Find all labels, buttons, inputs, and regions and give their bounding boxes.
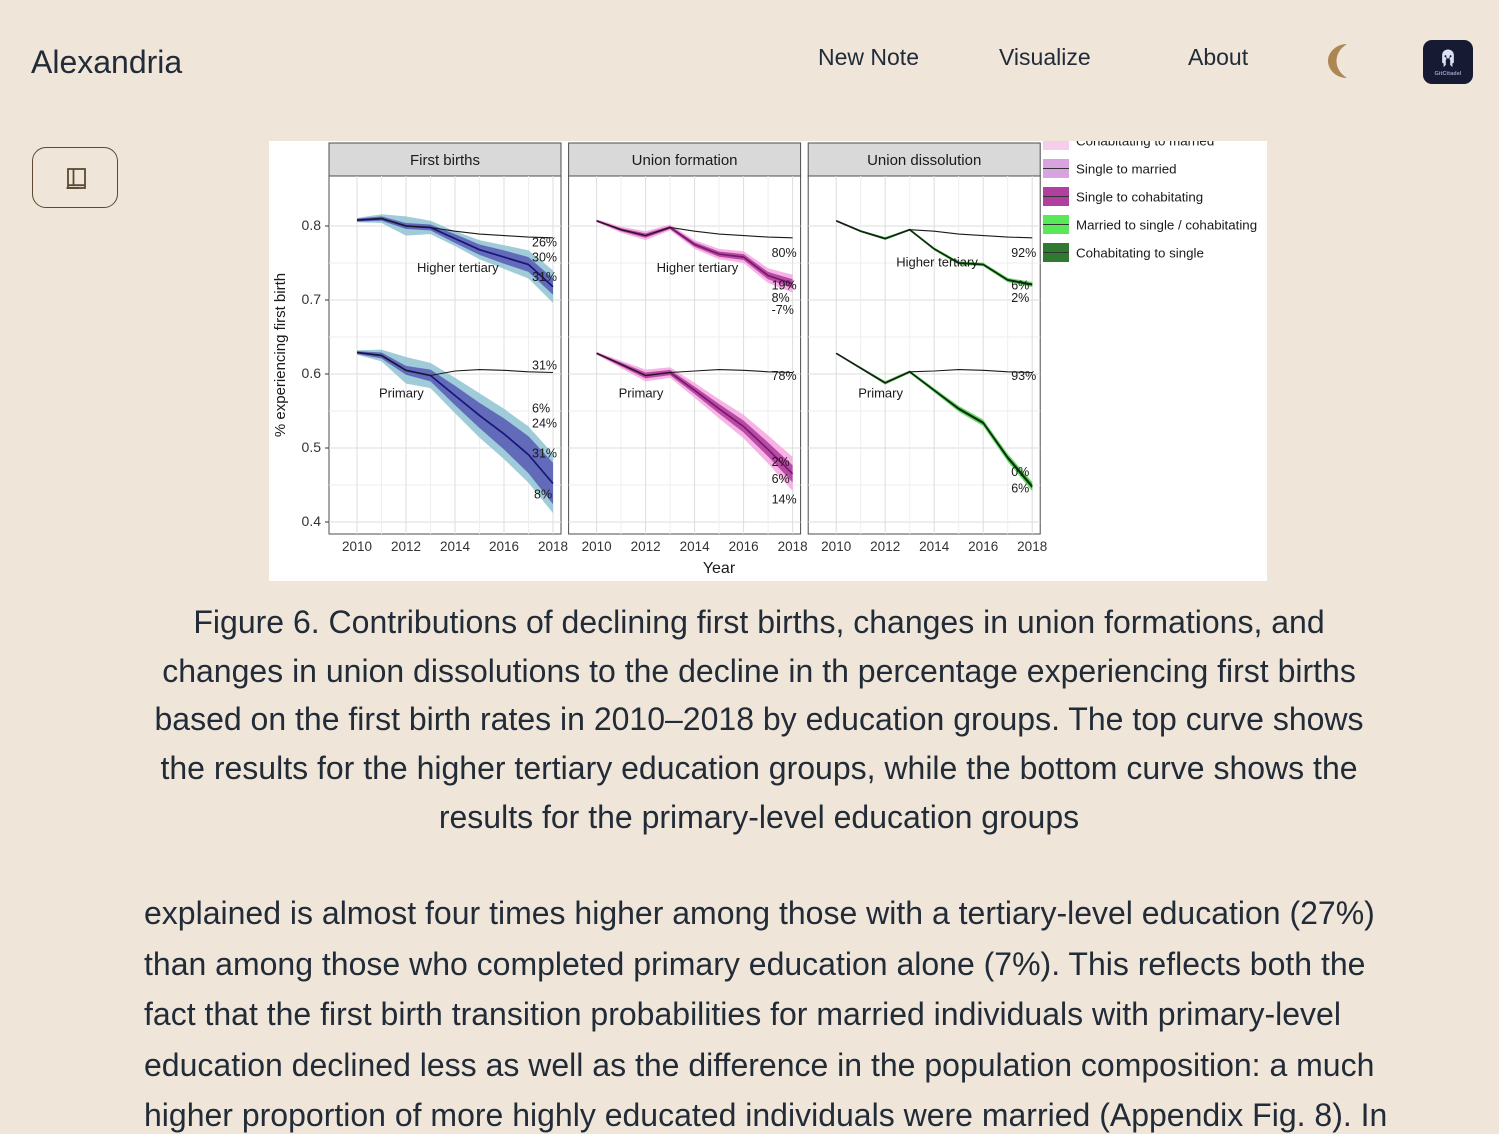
svg-text:Cohabitating to married: Cohabitating to married [1076, 141, 1214, 149]
svg-text:2%: 2% [772, 455, 790, 469]
svg-text:Cohabitating to single: Cohabitating to single [1076, 246, 1204, 261]
svg-text:Married to single / cohabitati: Married to single / cohabitating [1076, 218, 1257, 233]
svg-text:Union dissolution: Union dissolution [867, 152, 981, 169]
svg-text:6%: 6% [1011, 481, 1029, 495]
svg-text:30%: 30% [532, 251, 557, 265]
svg-text:8%: 8% [534, 487, 552, 501]
svg-text:92%: 92% [1011, 246, 1036, 260]
svg-text:0%: 0% [1011, 465, 1029, 479]
svg-text:Single to married: Single to married [1076, 162, 1177, 177]
svg-text:First births: First births [410, 152, 480, 169]
svg-text:26%: 26% [532, 236, 557, 250]
svg-text:80%: 80% [772, 246, 797, 260]
svg-text:Primary: Primary [619, 386, 664, 401]
svg-text:31%: 31% [532, 359, 557, 373]
svg-text:2018: 2018 [778, 539, 808, 554]
svg-text:Higher tertiary: Higher tertiary [417, 260, 499, 275]
svg-text:93%: 93% [1011, 369, 1036, 383]
svg-text:2018: 2018 [1017, 539, 1047, 554]
svg-text:-7%: -7% [772, 303, 794, 317]
svg-text:% experiencing first birth: % experiencing first birth [272, 273, 289, 437]
svg-text:2016: 2016 [489, 539, 519, 554]
svg-text:Year: Year [703, 560, 736, 577]
svg-text:2014: 2014 [440, 539, 471, 554]
svg-text:0.5: 0.5 [302, 439, 322, 455]
svg-text:Primary: Primary [858, 386, 903, 401]
svg-text:2012: 2012 [391, 539, 421, 554]
svg-text:0.7: 0.7 [302, 291, 322, 307]
svg-text:2010: 2010 [582, 539, 612, 554]
svg-text:Higher tertiary: Higher tertiary [896, 255, 978, 270]
svg-text:2012: 2012 [870, 539, 900, 554]
svg-text:2010: 2010 [821, 539, 851, 554]
svg-text:Single to cohabitating: Single to cohabitating [1076, 190, 1203, 205]
svg-text:2%: 2% [1011, 291, 1029, 305]
svg-text:Union formation: Union formation [632, 152, 738, 169]
svg-text:2014: 2014 [680, 539, 711, 554]
svg-text:6%: 6% [532, 401, 550, 415]
svg-text:Higher tertiary: Higher tertiary [657, 260, 739, 275]
svg-text:31%: 31% [532, 447, 557, 461]
svg-text:14%: 14% [772, 493, 797, 507]
svg-text:2016: 2016 [729, 539, 759, 554]
svg-text:2014: 2014 [919, 539, 950, 554]
svg-text:24%: 24% [532, 416, 557, 430]
svg-text:2018: 2018 [538, 539, 568, 554]
svg-text:2016: 2016 [968, 539, 998, 554]
svg-text:Primary: Primary [379, 386, 424, 401]
svg-text:2012: 2012 [631, 539, 661, 554]
svg-text:2010: 2010 [342, 539, 372, 554]
svg-text:0.4: 0.4 [302, 513, 322, 529]
svg-text:31%: 31% [532, 270, 557, 284]
svg-text:6%: 6% [772, 472, 790, 486]
svg-text:78%: 78% [772, 369, 797, 383]
svg-text:0.8: 0.8 [302, 217, 322, 233]
svg-text:0.6: 0.6 [302, 365, 322, 381]
